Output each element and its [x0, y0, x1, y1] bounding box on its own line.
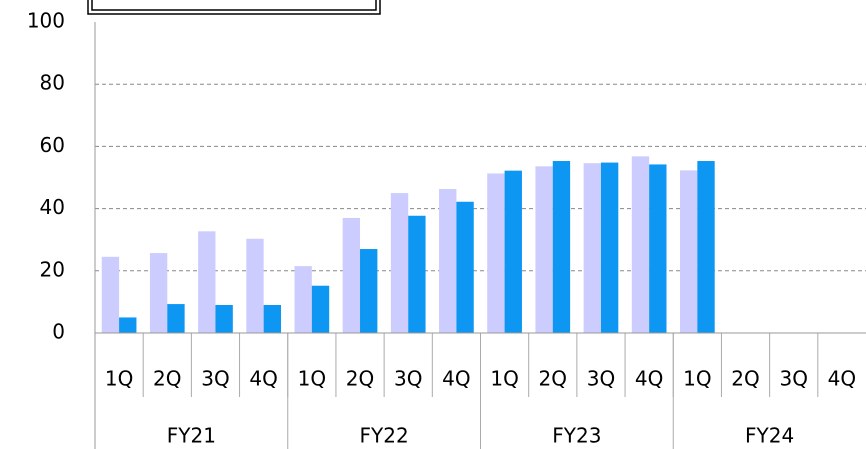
header-box-inner — [91, 0, 377, 11]
bar — [342, 217, 361, 333]
x-tick-label: 1Q — [298, 367, 326, 391]
bar — [215, 305, 233, 333]
y-tick-label: 0 — [52, 320, 65, 344]
bar — [101, 256, 120, 333]
x-tick-label: 4Q — [249, 367, 277, 391]
bar — [535, 166, 553, 333]
group-label: FY21 — [167, 424, 216, 448]
y-tick-label: 40 — [40, 195, 65, 219]
y-tick-label: 20 — [40, 257, 65, 281]
x-tick-label: 4Q — [635, 367, 663, 391]
x-tick-label: 3Q — [587, 367, 615, 391]
bar — [408, 215, 426, 333]
x-tick-label: 4Q — [442, 367, 470, 391]
bar — [631, 156, 650, 333]
x-tick-label: 2Q — [539, 367, 567, 391]
bar — [552, 161, 571, 333]
bar — [149, 253, 168, 333]
group-label: FY24 — [745, 424, 794, 448]
y-tick-label: 80 — [40, 71, 65, 95]
x-tick-label: 1Q — [683, 367, 711, 391]
x-tick-label: 4Q — [828, 367, 856, 391]
x-tick-label: 2Q — [346, 367, 374, 391]
bar — [294, 266, 312, 333]
bar — [456, 201, 474, 333]
bar — [198, 231, 216, 333]
bar — [263, 305, 282, 333]
bar — [487, 173, 505, 333]
bar — [679, 170, 698, 333]
y-tick-label: 100 — [27, 9, 65, 33]
bar — [600, 162, 619, 333]
x-tick-label: 1Q — [105, 367, 133, 391]
bar — [390, 193, 409, 333]
x-tick-label: 3Q — [394, 367, 422, 391]
bar — [439, 189, 457, 333]
bar — [119, 317, 137, 333]
y-tick-label: 60 — [40, 133, 65, 157]
bar — [649, 164, 667, 333]
bar — [504, 170, 522, 333]
x-tick-label: 3Q — [201, 367, 229, 391]
bar — [360, 249, 378, 333]
bar — [246, 238, 264, 333]
x-tick-label: 3Q — [779, 367, 807, 391]
group-label: FY23 — [552, 424, 601, 448]
x-tick-label: 1Q — [490, 367, 518, 391]
x-tick-label: 2Q — [731, 367, 759, 391]
bar — [311, 285, 330, 333]
bar — [167, 304, 185, 333]
bar — [697, 161, 715, 333]
group-label: FY22 — [360, 424, 409, 448]
header-box — [87, 0, 381, 15]
x-tick-label: 2Q — [153, 367, 181, 391]
bar — [583, 163, 601, 333]
